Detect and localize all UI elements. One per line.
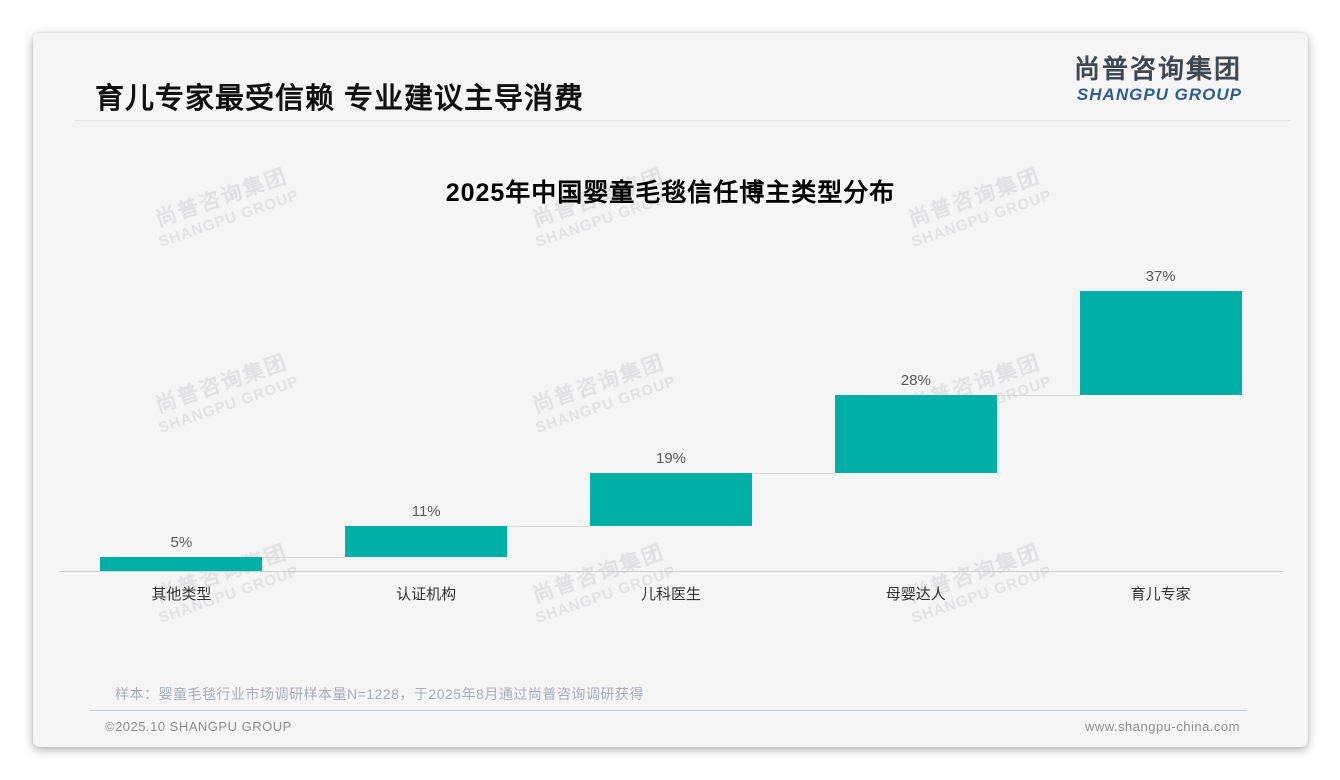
x-axis-label: 认证机构 bbox=[396, 586, 457, 603]
sample-footnote: 样本：婴童毛毯行业市场调研样本量N=1228，于2025年8月通过尚普咨询调研获… bbox=[115, 686, 644, 702]
bar-value-label: 28% bbox=[900, 371, 931, 389]
bar-value-label: 19% bbox=[655, 450, 687, 467]
x-axis-label: 母婴达人 bbox=[885, 586, 946, 603]
company-logo: 尚普咨询集团 SHANGPU GROUP bbox=[1074, 55, 1242, 104]
logo-english-name: SHANGPU GROUP bbox=[1076, 84, 1242, 104]
x-axis-label: 其他类型 bbox=[151, 586, 212, 603]
report-card: 尚普咨询集团 SHANGPU GROUP 尚普咨询集团 SHANGPU GROUP 尚普… bbox=[33, 33, 1308, 747]
step-connector-line bbox=[262, 557, 346, 558]
bar-认证机构 bbox=[345, 526, 508, 557]
footer-copyright: ©2025.10 SHANGPU GROUP bbox=[105, 719, 292, 734]
page-title: 育儿专家最受信赖 专业建议主导消费 bbox=[95, 83, 585, 115]
bar-母婴达人 bbox=[834, 394, 997, 473]
logo-chinese-name: 尚普咨询集团 bbox=[1073, 54, 1242, 84]
step-connector-line bbox=[996, 394, 1080, 396]
bar-chart: 5% 其他类型 11% 认证机构 19% 儿科医生 28% 母婴达人 37% 育儿专家 bbox=[33, 33, 1308, 747]
header-divider bbox=[75, 120, 1291, 121]
footer-website: www.shangpu-china.com bbox=[1084, 719, 1240, 734]
bar-其他类型 bbox=[100, 557, 263, 571]
chart-title: 2025年中国婴童毛毯信任博主类型分布 bbox=[445, 179, 896, 207]
bar-value-label: 11% bbox=[411, 503, 441, 521]
bar-value-label: 37% bbox=[1145, 268, 1176, 285]
bar-育儿专家 bbox=[1079, 291, 1242, 395]
step-connector-line bbox=[752, 473, 835, 474]
x-axis-label: 育儿专家 bbox=[1130, 586, 1191, 603]
step-connector-line bbox=[507, 526, 590, 528]
footer-divider bbox=[90, 710, 1247, 711]
x-axis-line bbox=[59, 571, 1283, 572]
bar-value-label: 5% bbox=[170, 534, 193, 551]
x-axis-label: 儿科医生 bbox=[640, 586, 701, 603]
bar-儿科医生 bbox=[590, 473, 752, 527]
